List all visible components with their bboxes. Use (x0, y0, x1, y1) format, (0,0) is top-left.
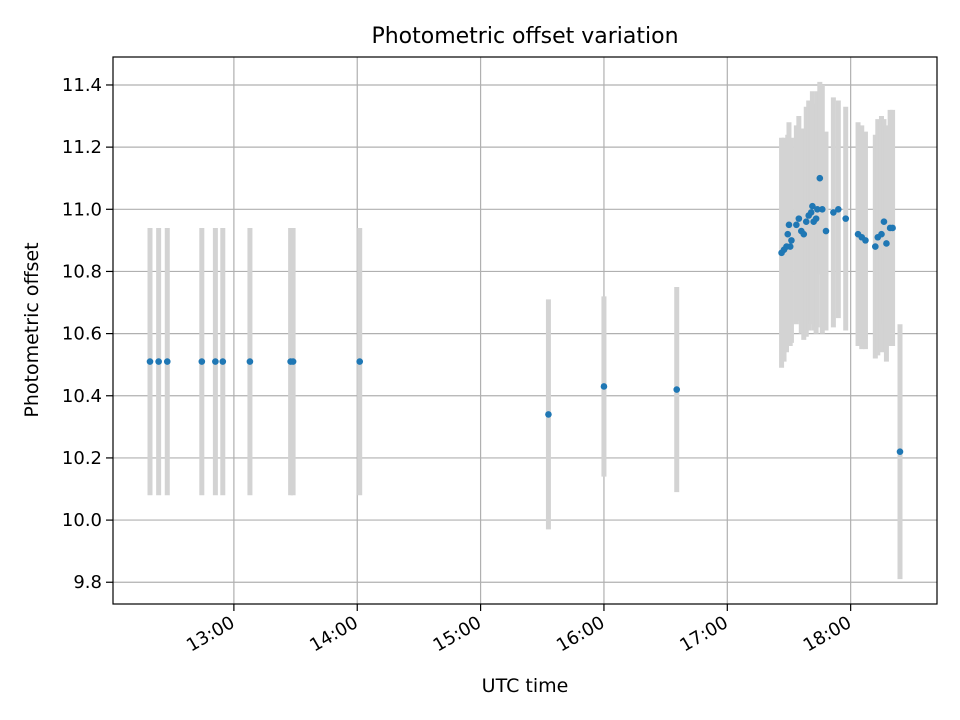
data-point (822, 227, 830, 235)
data-point (814, 205, 821, 213)
data-point (786, 243, 794, 250)
data-point (155, 358, 162, 365)
data-point (545, 411, 552, 418)
data-point (289, 358, 297, 365)
data-point (830, 209, 837, 216)
data-point (800, 230, 808, 238)
x-tick-label: 15:00 (430, 612, 485, 656)
y-axis-ticks: 9.8 10.0 10.2 10.4 10.6 10.8 11.0 11.2 11.4 (62, 75, 113, 593)
data-point (807, 209, 815, 216)
data-point (212, 358, 219, 365)
y-axis-label: Photometric offset (21, 242, 43, 417)
data-point (356, 358, 364, 365)
data-points (146, 174, 904, 456)
error-bars (147, 81, 903, 580)
data-point (795, 215, 803, 222)
x-tick-label: 16:00 (553, 612, 608, 656)
data-point (880, 218, 888, 226)
chart-title: Photometric offset variation (371, 24, 678, 49)
data-point (163, 358, 171, 365)
x-tick-label: 14:00 (306, 612, 361, 656)
x-axis-ticks: 13:00 14:00 15:00 16:00 17:00 18:00 (183, 604, 855, 656)
x-tick-label: 18:00 (800, 612, 855, 656)
y-tick-label: 9.8 (73, 572, 102, 593)
data-point (889, 224, 896, 232)
data-point (862, 237, 869, 244)
y-tick-label: 11.4 (62, 75, 102, 96)
data-point (812, 215, 820, 222)
x-axis-label: UTC time (482, 675, 569, 697)
x-tick-label: 13:00 (183, 612, 238, 656)
data-point (896, 448, 904, 456)
plot-frame (112, 56, 938, 605)
data-point (816, 174, 824, 182)
data-point (802, 218, 810, 226)
data-point (835, 205, 842, 213)
data-point (788, 237, 795, 244)
data-point (818, 205, 826, 213)
data-point (146, 358, 154, 365)
data-point (785, 221, 793, 229)
data-point (793, 221, 800, 229)
data-point (673, 386, 681, 393)
y-tick-label: 11.2 (62, 137, 102, 158)
y-tick-label: 10.4 (62, 386, 102, 407)
y-tick-label: 10.0 (62, 510, 102, 531)
data-point (198, 358, 206, 365)
x-tick-label: 17:00 (676, 612, 731, 656)
data-point (878, 230, 885, 238)
data-point (600, 383, 608, 390)
data-point (842, 215, 850, 222)
data-point (219, 358, 227, 365)
data-point (809, 202, 816, 210)
y-tick-label: 10.6 (62, 324, 102, 345)
data-point (246, 358, 254, 365)
y-tick-label: 10.2 (62, 448, 102, 469)
data-point (784, 230, 792, 238)
y-tick-label: 10.8 (62, 261, 102, 282)
data-point (872, 243, 879, 250)
y-tick-label: 11.0 (62, 199, 102, 220)
data-point (883, 240, 890, 247)
